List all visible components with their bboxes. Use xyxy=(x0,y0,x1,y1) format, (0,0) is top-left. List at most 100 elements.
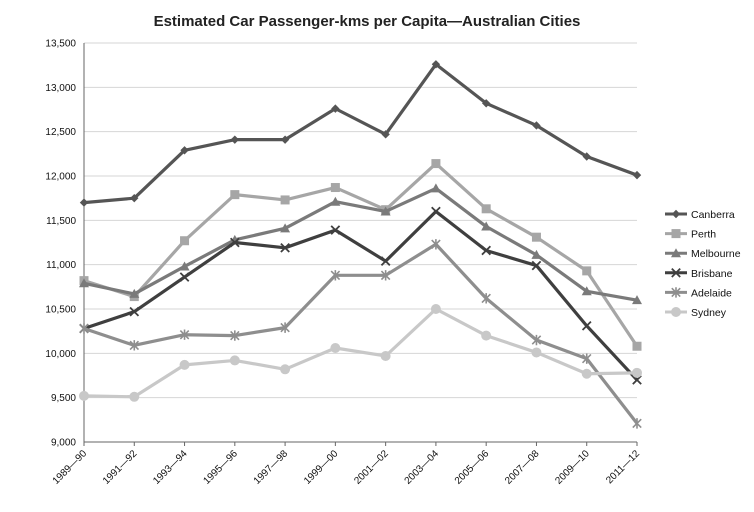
data-point xyxy=(79,390,89,401)
data-point xyxy=(331,104,340,113)
data-point xyxy=(229,237,240,248)
y-tick-label: 10,500 xyxy=(45,305,76,316)
y-axis-ticks: 9,000 9,500 10,000 10,500 11,000 11,500 12,000… xyxy=(45,39,76,449)
gridlines xyxy=(84,42,637,399)
data-point xyxy=(280,322,290,333)
data-point xyxy=(671,307,681,317)
legend-item-canberra: Canberra xyxy=(665,209,735,221)
legend-label: Sydney xyxy=(691,307,727,319)
data-point xyxy=(180,236,190,246)
series-lines xyxy=(79,60,642,429)
data-point xyxy=(330,270,341,281)
series-line-canberra xyxy=(83,62,638,205)
data-point xyxy=(481,221,492,231)
data-point xyxy=(229,355,240,366)
data-point xyxy=(671,287,681,298)
legend-label: Melbourne xyxy=(691,248,741,260)
x-tick-label: 2011—12 xyxy=(604,448,642,486)
data-point xyxy=(79,323,89,334)
data-point xyxy=(632,170,642,180)
data-point xyxy=(532,121,541,130)
data-point xyxy=(531,249,542,259)
x-tick-label: 2003—04 xyxy=(403,448,442,487)
data-point xyxy=(632,341,642,351)
data-point xyxy=(582,266,592,276)
data-point xyxy=(581,353,592,364)
series-perth xyxy=(79,159,642,351)
data-point xyxy=(79,198,89,207)
chart-title: Estimated Car Passenger-kms per Capita—A… xyxy=(154,13,581,30)
data-point xyxy=(79,278,89,288)
data-point xyxy=(129,340,140,351)
data-point xyxy=(230,190,240,200)
x-tick-label: 1995—96 xyxy=(201,448,240,487)
y-tick-label: 12,000 xyxy=(45,172,76,183)
y-tick-label: 9,000 xyxy=(51,438,76,449)
data-point xyxy=(632,418,642,429)
data-point xyxy=(671,209,681,219)
x-tick-label: 1999—00 xyxy=(302,448,341,487)
data-point xyxy=(280,195,290,205)
y-tick-label: 11,000 xyxy=(46,260,76,271)
data-point xyxy=(581,321,592,331)
data-point xyxy=(582,152,591,161)
series-line-perth xyxy=(83,161,639,348)
y-tick-label: 12,500 xyxy=(45,127,76,138)
legend-item-perth: Perth xyxy=(665,229,716,241)
data-point xyxy=(581,286,592,296)
data-point xyxy=(632,295,642,305)
data-point xyxy=(179,359,190,370)
data-point xyxy=(280,242,290,253)
axes xyxy=(83,43,638,446)
data-point xyxy=(431,60,441,69)
data-point xyxy=(431,206,441,217)
data-point xyxy=(330,343,341,354)
data-point xyxy=(330,225,341,235)
data-point xyxy=(130,193,139,203)
data-point xyxy=(129,306,140,317)
x-tick-label: 1989—90 xyxy=(51,448,90,487)
data-point xyxy=(230,330,240,341)
data-point xyxy=(381,130,390,139)
x-tick-label: 1993—94 xyxy=(151,448,190,487)
x-tick-label: 2009—10 xyxy=(553,448,592,487)
x-tick-label: 2001—02 xyxy=(352,448,391,487)
data-point xyxy=(179,329,190,340)
data-point xyxy=(380,270,391,281)
series-brisbane xyxy=(79,206,642,385)
x-tick-label: 1997—98 xyxy=(252,448,291,487)
legend-label: Brisbane xyxy=(691,268,733,280)
data-point xyxy=(671,248,681,258)
legend-item-adelaide: Adelaide xyxy=(665,287,732,299)
series-sydney xyxy=(79,304,642,402)
x-axis-ticks: 1989—90 1991—92 1993—94 1995—96 1997—98 1999—… xyxy=(51,448,643,487)
y-tick-label: 11,500 xyxy=(46,216,76,227)
series-melbourne xyxy=(79,183,642,305)
data-point xyxy=(380,350,391,361)
data-point xyxy=(380,256,391,266)
legend-item-brisbane: Brisbane xyxy=(665,268,733,280)
data-point xyxy=(531,347,542,358)
data-point xyxy=(671,229,681,239)
data-point xyxy=(481,204,491,214)
data-point xyxy=(481,330,492,341)
data-point xyxy=(280,364,291,375)
data-point xyxy=(632,375,642,385)
data-point xyxy=(129,288,140,298)
x-tick-label: 1991—92 xyxy=(101,448,140,487)
data-point xyxy=(481,99,491,108)
data-point xyxy=(280,223,291,233)
series-adelaide xyxy=(79,239,642,429)
data-point xyxy=(531,334,542,346)
data-point xyxy=(330,183,340,193)
data-point xyxy=(280,135,290,144)
data-point xyxy=(180,146,189,155)
data-point xyxy=(481,245,492,256)
y-tick-label: 13,000 xyxy=(45,83,76,94)
legend-item-melbourne: Melbourne xyxy=(665,248,741,260)
legend: Canberra Perth Melbourne Brisbane Adelaide Sy… xyxy=(665,209,741,319)
data-point xyxy=(671,267,681,278)
y-tick-label: 13,500 xyxy=(45,39,76,50)
